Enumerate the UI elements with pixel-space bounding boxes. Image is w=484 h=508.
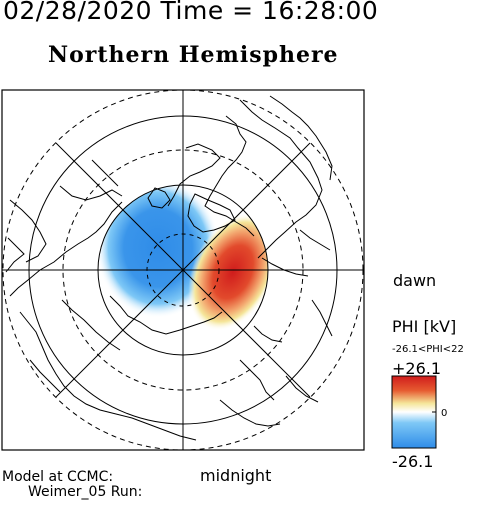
midnight-label: midnight [200,466,272,485]
model-line-1: Model at CCMC: [2,469,114,485]
colorbar-min-label: -26.1 [392,452,434,471]
model-line-2: Weimer_05 Run: [28,484,143,500]
colorbar-gradient [391,375,437,449]
colorbar-range: -26.1<PHI<22 [392,344,464,355]
meridian-lines [2,90,364,450]
colorbar-title: PHI [kV] [392,317,457,336]
meridian-diagonal-2 [55,142,311,398]
colorbar-zero-label: 0 [441,408,448,419]
dawn-label: dawn [393,271,437,290]
plot-title: Northern Hemisphere [48,42,339,68]
coastlines [5,95,333,441]
datetime-title: 02/28/2020 Time = 16:28:00 [3,0,379,25]
colorbar-max-label: +26.1 [392,359,442,378]
